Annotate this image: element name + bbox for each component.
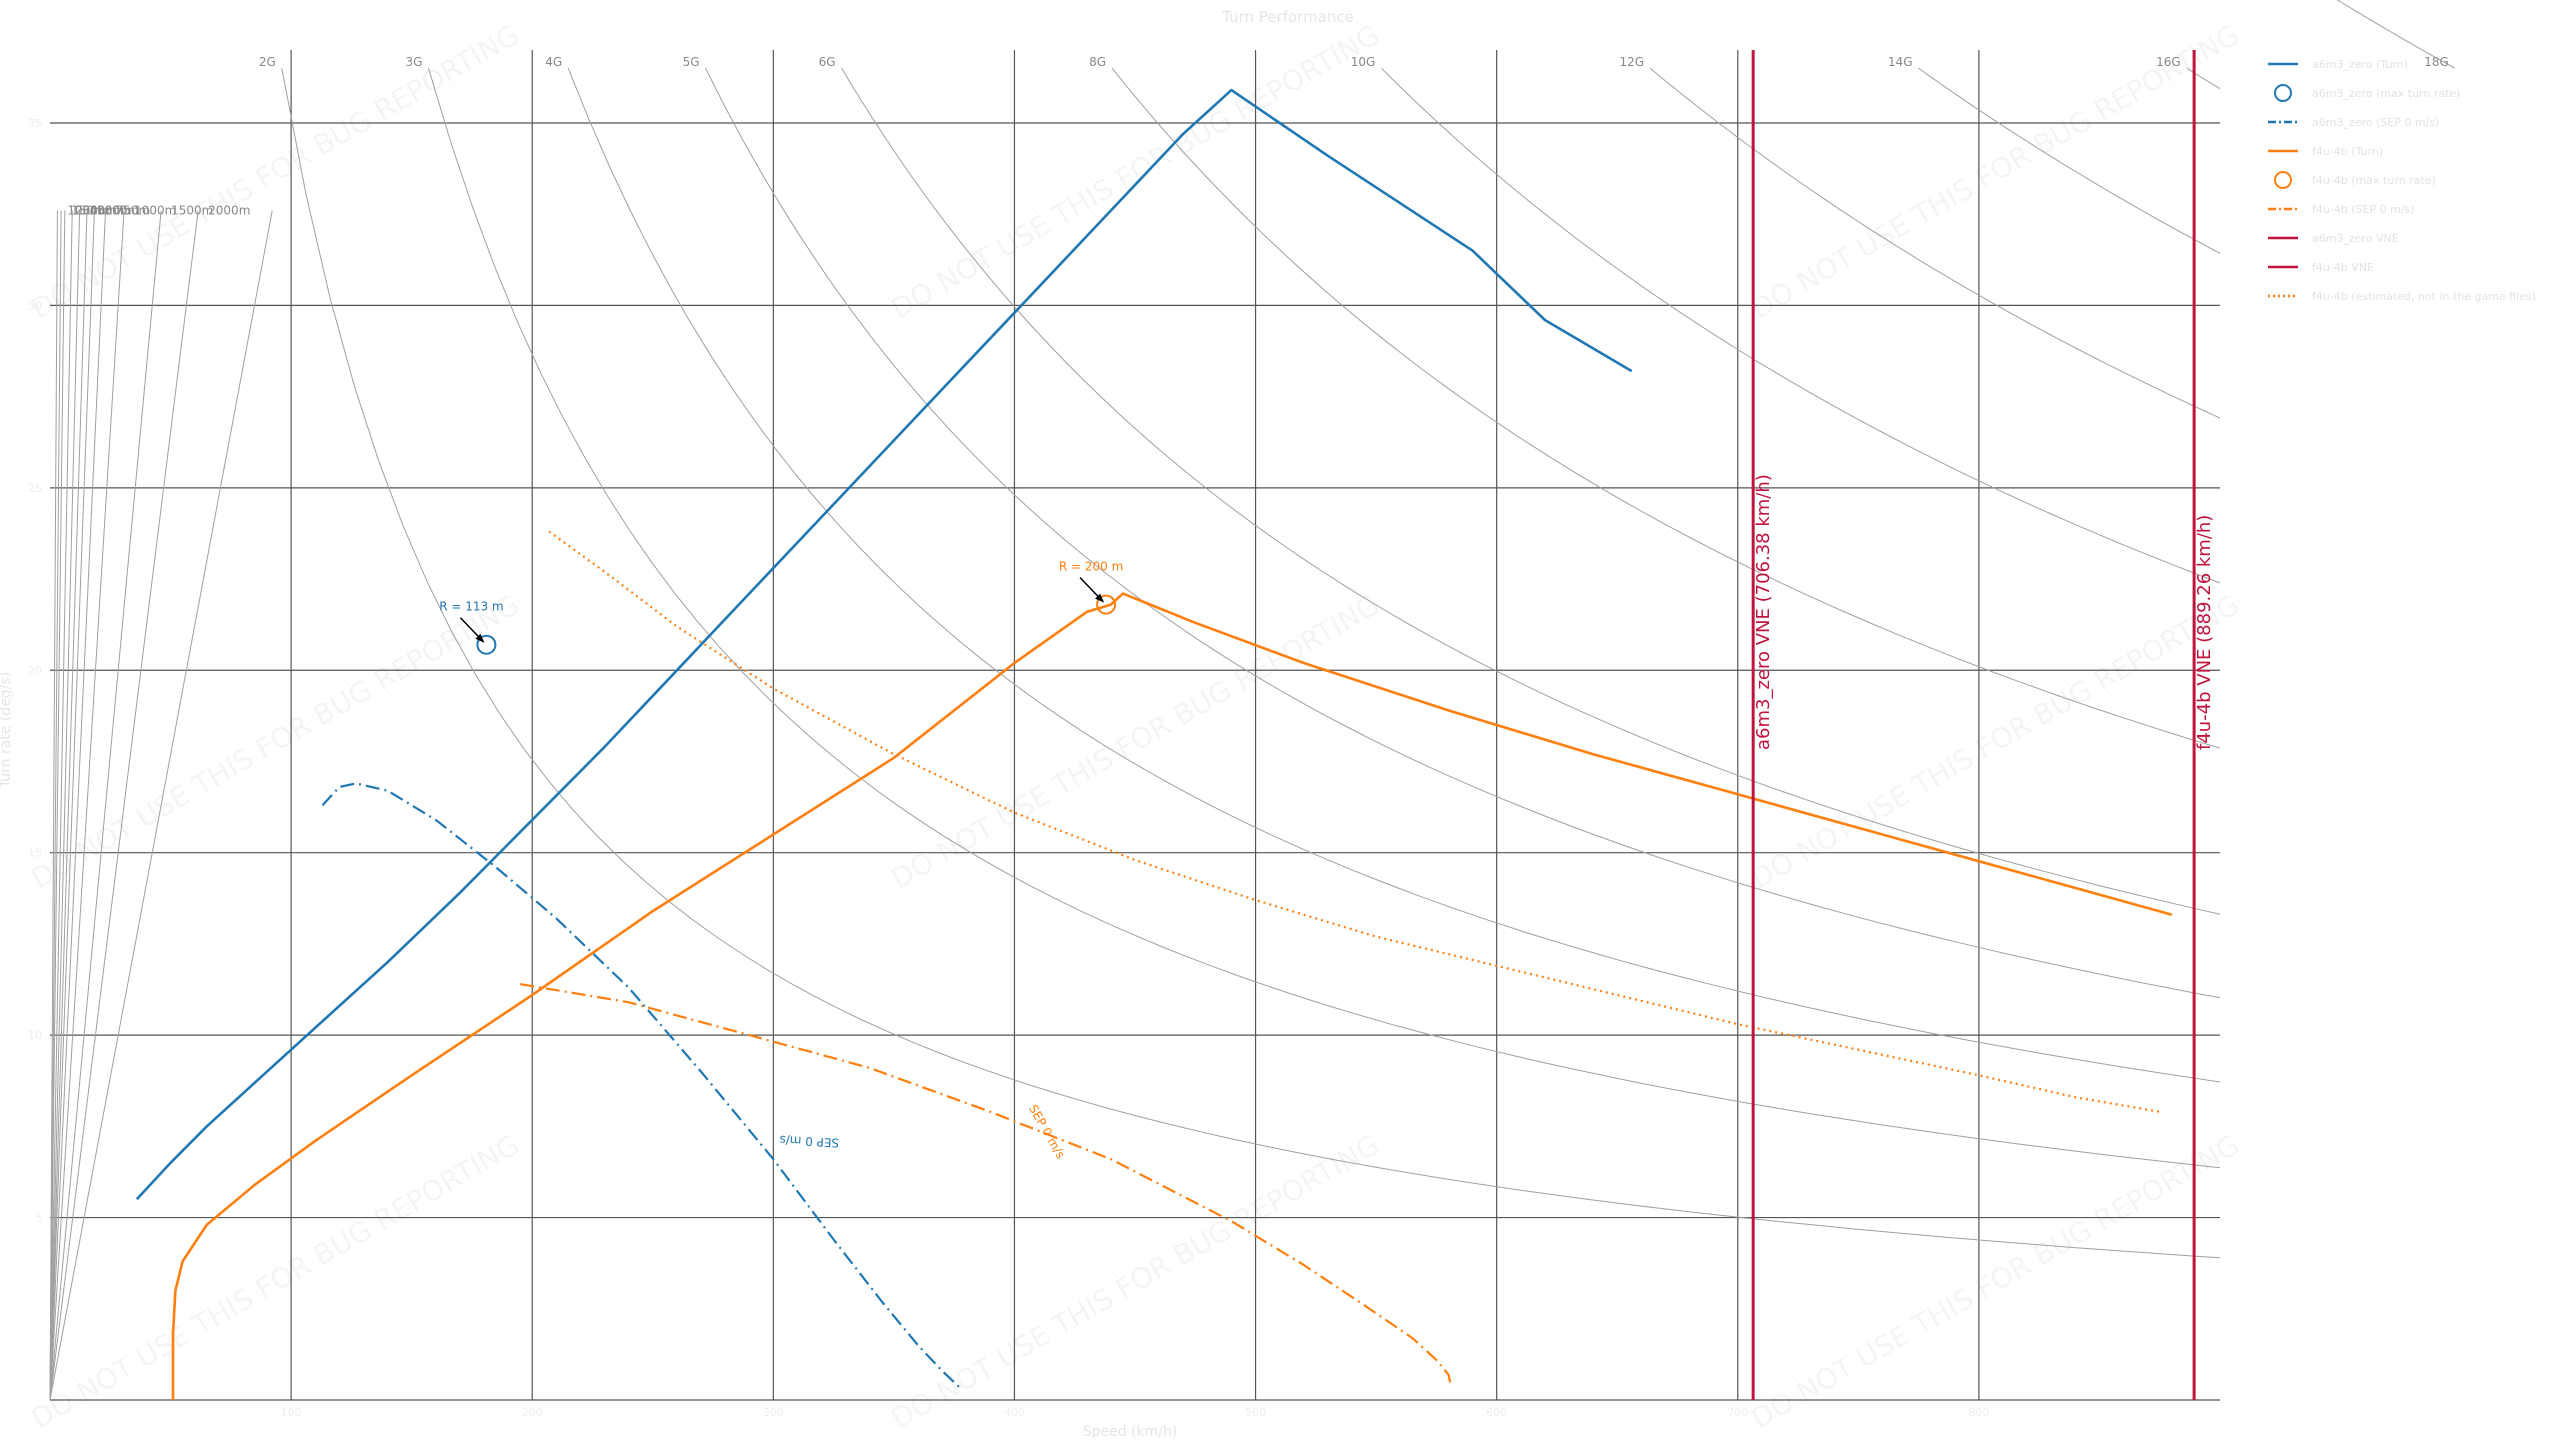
marker-arrow-head	[1095, 593, 1105, 603]
load-factor-label: 14G	[1888, 55, 1913, 69]
radius-line	[49, 210, 95, 1401]
vne-label: a6m3_zero VNE (706.38 km/h)	[1753, 474, 1774, 750]
load-factor-label: 16G	[2156, 55, 2181, 69]
load-factor-label: 10G	[1351, 55, 1376, 69]
radius-label: 100m	[67, 204, 102, 218]
legend-swatch	[2274, 84, 2292, 102]
radius-line	[49, 210, 62, 1401]
radius-line	[49, 210, 81, 1401]
chart-title: Turn Performance	[1221, 8, 1354, 26]
marker-layer: R = 113 m R = 200 m	[439, 560, 1123, 655]
radius-label: 400m	[90, 204, 125, 218]
legend-label: a6m3_zero VNE	[2312, 232, 2399, 245]
radius-line	[49, 210, 199, 1401]
radius-line	[49, 210, 88, 1401]
radius-label: 300m	[82, 204, 117, 218]
grid-layer: 100 200 300 400 500 600 700 800 5 10 15 20 25 30 35	[28, 50, 2220, 1419]
radius-line	[49, 210, 58, 1401]
load-factor-label: 12G	[1620, 55, 1645, 69]
marker-arrow-head	[475, 633, 485, 643]
legend-label: a6m3_zero (max turn rate)	[2312, 87, 2460, 100]
radius-line	[49, 210, 273, 1401]
legend-label: f4u-4b (estimated, not in the game files…	[2312, 290, 2536, 303]
x-tick-label: 800	[1968, 1406, 1989, 1419]
series-line-2	[171, 592, 2173, 1400]
load-factor-line	[281, 68, 2221, 1259]
marker-annotation: R = 113 m	[439, 600, 503, 614]
radius-line	[49, 210, 125, 1401]
radius-line	[49, 210, 162, 1401]
y-tick-label: 5	[35, 1212, 42, 1225]
series-line-4	[548, 530, 2160, 1113]
load-factor-line	[1381, 67, 2221, 584]
max-turn-marker	[1096, 594, 1117, 615]
max-turn-marker	[476, 634, 497, 655]
x-tick-label: 500	[1245, 1406, 1266, 1419]
y-tick-label: 25	[28, 482, 42, 495]
load-factor-line	[705, 67, 2221, 999]
radius-line	[49, 210, 73, 1401]
radius-label: 1500m	[171, 204, 213, 218]
x-axis-label: Speed (km/h)	[1083, 1424, 1178, 1440]
load-factor-label: 8G	[1089, 55, 1106, 69]
vne-layer: a6m3_zero VNE (706.38 km/h) f4u-4b VNE (8…	[1751, 50, 2215, 1400]
y-axis-label: Turn rate (deg/s)	[0, 672, 14, 789]
x-tick-label: 300	[763, 1406, 784, 1419]
sep-label: SEP 0 m/s	[779, 1133, 839, 1150]
legend-label: f4u-4b (max turn rate)	[2312, 174, 2436, 187]
y-tick-label: 35	[28, 117, 42, 130]
load-factor-label: 18G	[2424, 55, 2449, 69]
y-tick-label: 10	[28, 1029, 42, 1042]
load-factor-label: 2G	[259, 55, 276, 69]
radius-label: 2000m	[208, 204, 250, 218]
series-line-3	[520, 983, 1452, 1386]
x-tick-label: 200	[522, 1406, 543, 1419]
legend-swatch	[2274, 171, 2292, 189]
marker-annotation: R = 200 m	[1059, 560, 1123, 574]
load-factor-line	[2336, 0, 2456, 69]
load-factor-label: 3G	[406, 55, 423, 69]
radius-label: 1000m	[134, 204, 176, 218]
series-line-1	[321, 782, 963, 1390]
y-tick-label: 20	[28, 664, 42, 677]
y-tick-label: 15	[28, 847, 42, 860]
legend-label: a6m3_zero (Turn)	[2312, 58, 2408, 71]
load-factor-line	[841, 67, 2221, 915]
load-factor-line	[2186, 67, 2221, 90]
x-tick-label: 700	[1727, 1406, 1748, 1419]
load-factor-label: 5G	[683, 55, 700, 69]
series-layer: SEP 0 m/s SEP 0 m/s	[135, 88, 2173, 1400]
x-tick-label: 100	[281, 1406, 302, 1419]
radius-line	[49, 210, 66, 1401]
x-tick-label: 600	[1486, 1406, 1507, 1419]
load-factor-label: 6G	[819, 55, 836, 69]
vne-label: f4u-4b VNE (889.26 km/h)	[2194, 515, 2215, 750]
axis-text-layer: Turn Performance Speed (km/h) Turn rate …	[0, 8, 1354, 1440]
load-factor-line	[567, 68, 2221, 1083]
legend-label: f4u-4b VNE	[2312, 261, 2374, 274]
load-factor-line	[1649, 67, 2221, 419]
series-line-0	[135, 88, 1633, 1201]
radius-line	[49, 210, 107, 1401]
legend-label: f4u-4b (Turn)	[2312, 145, 2383, 158]
radius-label: 200m	[75, 204, 110, 218]
isoline-layer: 2G3G4G5G6G8G10G12G14G16G18G20G100m150m20…	[49, 0, 2456, 1401]
load-factor-line	[1918, 67, 2221, 254]
load-factor-line	[428, 68, 2221, 1169]
legend-label: a6m3_zero (SEP 0 m/s)	[2312, 116, 2439, 129]
radius-label: 600m	[104, 204, 139, 218]
legend: a6m3_zero (Turn) a6m3_zero (max turn rate…	[2268, 58, 2536, 303]
y-tick-label: 30	[28, 299, 42, 312]
load-factor-label: 4G	[545, 55, 562, 69]
load-factor-line	[1111, 67, 2221, 749]
x-tick-label: 400	[1004, 1406, 1025, 1419]
legend-label: f4u-4b (SEP 0 m/s)	[2312, 203, 2415, 216]
